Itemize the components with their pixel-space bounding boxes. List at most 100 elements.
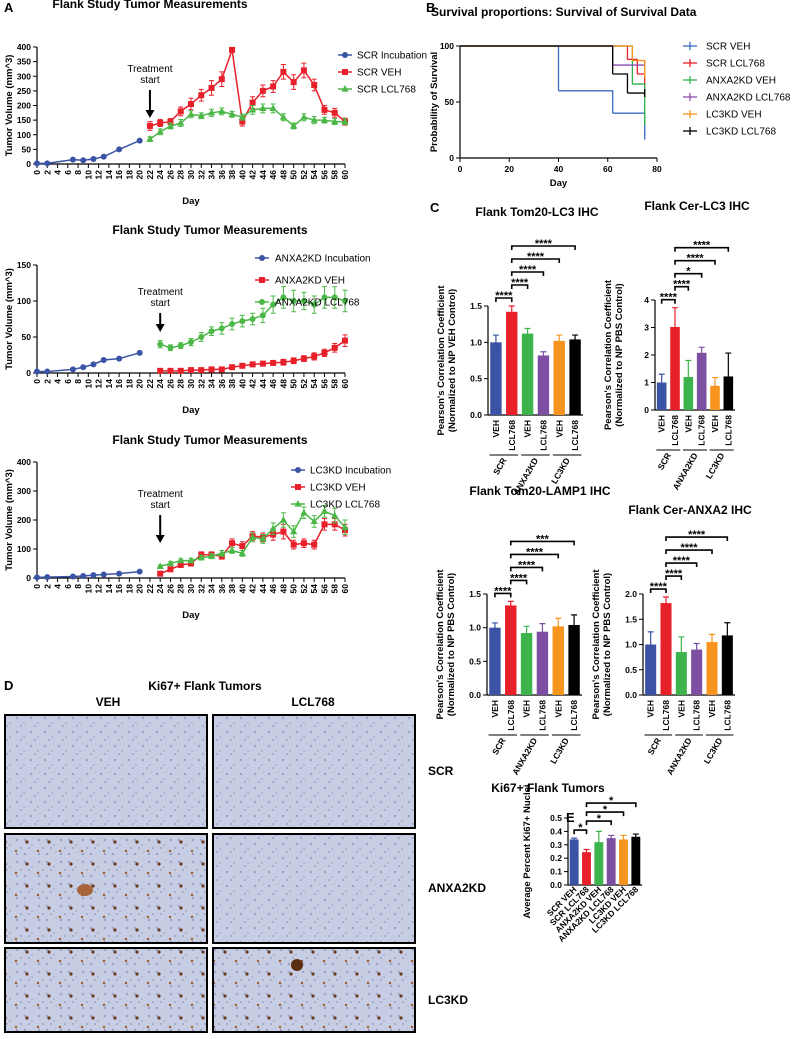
marker <box>279 113 287 120</box>
x-tick-label: 50 <box>289 379 299 389</box>
marker <box>218 325 225 332</box>
marker <box>208 328 215 335</box>
x-tick-label: 2 <box>42 584 52 589</box>
y-tick-label: 400 <box>17 42 31 52</box>
bar <box>660 603 672 695</box>
error-bar <box>647 631 654 658</box>
marker <box>100 571 107 578</box>
y-axis-label: Pearson's Correlation Coefficient <box>591 569 602 720</box>
error-bar <box>508 305 515 318</box>
x-tick-label: VEH <box>646 700 656 717</box>
marker <box>100 357 107 364</box>
marker <box>177 367 184 374</box>
annotation-arrowhead <box>155 324 165 332</box>
x-tick-label: 48 <box>278 584 288 594</box>
marker <box>69 366 76 373</box>
significance-bracket <box>585 802 637 808</box>
marker <box>116 146 123 153</box>
marker <box>280 68 287 75</box>
marker <box>270 83 277 90</box>
group-label: SCR <box>490 736 508 757</box>
y-tick-label: 300 <box>17 486 31 496</box>
bar <box>490 342 502 415</box>
row-label: LC3KD <box>428 993 468 1007</box>
x-tick-label: 12 <box>94 379 104 389</box>
marker <box>270 359 277 366</box>
marker <box>310 517 318 525</box>
x-tick-label: 38 <box>227 584 237 594</box>
x-tick-label: 40 <box>237 584 247 594</box>
y-tick-label: 2.0 <box>625 589 637 599</box>
x-tick-label: 46 <box>268 584 278 594</box>
marker <box>269 104 277 112</box>
x-tick-label: 48 <box>278 170 288 180</box>
significance-label: * <box>578 822 583 834</box>
marker <box>239 318 246 325</box>
x-tick-label: 20 <box>505 164 515 174</box>
y-tick-label: 0.0 <box>550 880 562 890</box>
significance-label: * <box>603 804 608 816</box>
marker <box>229 321 236 328</box>
x-tick-label: 6 <box>63 379 73 384</box>
x-tick-label: VEH <box>523 420 533 437</box>
y-tick-label: 200 <box>17 515 31 525</box>
micrograph <box>212 714 416 829</box>
significance-bracket <box>665 562 698 568</box>
y-tick-label: 0.5 <box>550 813 562 823</box>
y-tick-label: 0.0 <box>625 690 637 700</box>
bar <box>506 311 518 415</box>
marker <box>218 107 226 114</box>
significance-bracket <box>674 259 716 265</box>
marker <box>342 52 348 58</box>
error-bar <box>583 848 590 855</box>
y-tick-label: 100 <box>440 41 454 51</box>
significance-bracket <box>510 258 561 263</box>
marker <box>218 549 226 556</box>
x-tick-label: LCL768 <box>661 700 671 731</box>
bar <box>537 355 550 415</box>
micrograph <box>4 947 208 1033</box>
marker <box>331 294 338 301</box>
x-tick-label: 0 <box>32 379 42 384</box>
error-bar <box>620 834 627 844</box>
chart-title: Flank Tom20-LAMP1 IHC <box>469 484 610 498</box>
marker <box>90 156 97 163</box>
marker <box>34 368 40 375</box>
y-tick-label: 100 <box>17 130 31 140</box>
marker <box>290 79 297 86</box>
marker <box>229 364 236 371</box>
marker <box>197 111 205 119</box>
error-bar <box>523 625 530 640</box>
y-axis-label: Average Percent Ki67+ Nuclei <box>522 784 533 918</box>
marker <box>80 572 87 579</box>
x-tick-label: 22 <box>145 584 155 594</box>
marker <box>156 127 164 135</box>
x-tick-label: 34 <box>207 379 217 389</box>
marker <box>238 113 246 120</box>
marker <box>167 118 174 125</box>
x-tick-label: 26 <box>165 584 175 594</box>
x-tick-label: LCL768 <box>507 420 517 451</box>
panel-label: A <box>4 0 14 15</box>
marker <box>177 119 185 126</box>
error-bar <box>632 833 639 840</box>
marker <box>207 552 216 559</box>
y-tick-label: 0 <box>449 153 454 163</box>
y-tick-label: 3 <box>644 323 649 333</box>
x-tick-label: VEH <box>676 700 686 717</box>
x-tick-label: 50 <box>289 584 299 594</box>
x-tick-label: 28 <box>176 584 186 594</box>
y-axis-label: Tumor Volume (mm^3) <box>4 55 15 157</box>
marker <box>342 337 348 344</box>
marker <box>341 85 349 92</box>
y-tick-label: 4 <box>644 295 649 305</box>
x-tick-label: 48 <box>278 379 288 389</box>
x-tick-label: 54 <box>309 379 319 389</box>
stain-spot <box>291 959 303 971</box>
marker <box>167 566 174 573</box>
error-bar <box>658 373 665 391</box>
significance-bracket <box>674 246 730 252</box>
error-bar <box>678 636 685 668</box>
error-bar <box>572 334 579 344</box>
